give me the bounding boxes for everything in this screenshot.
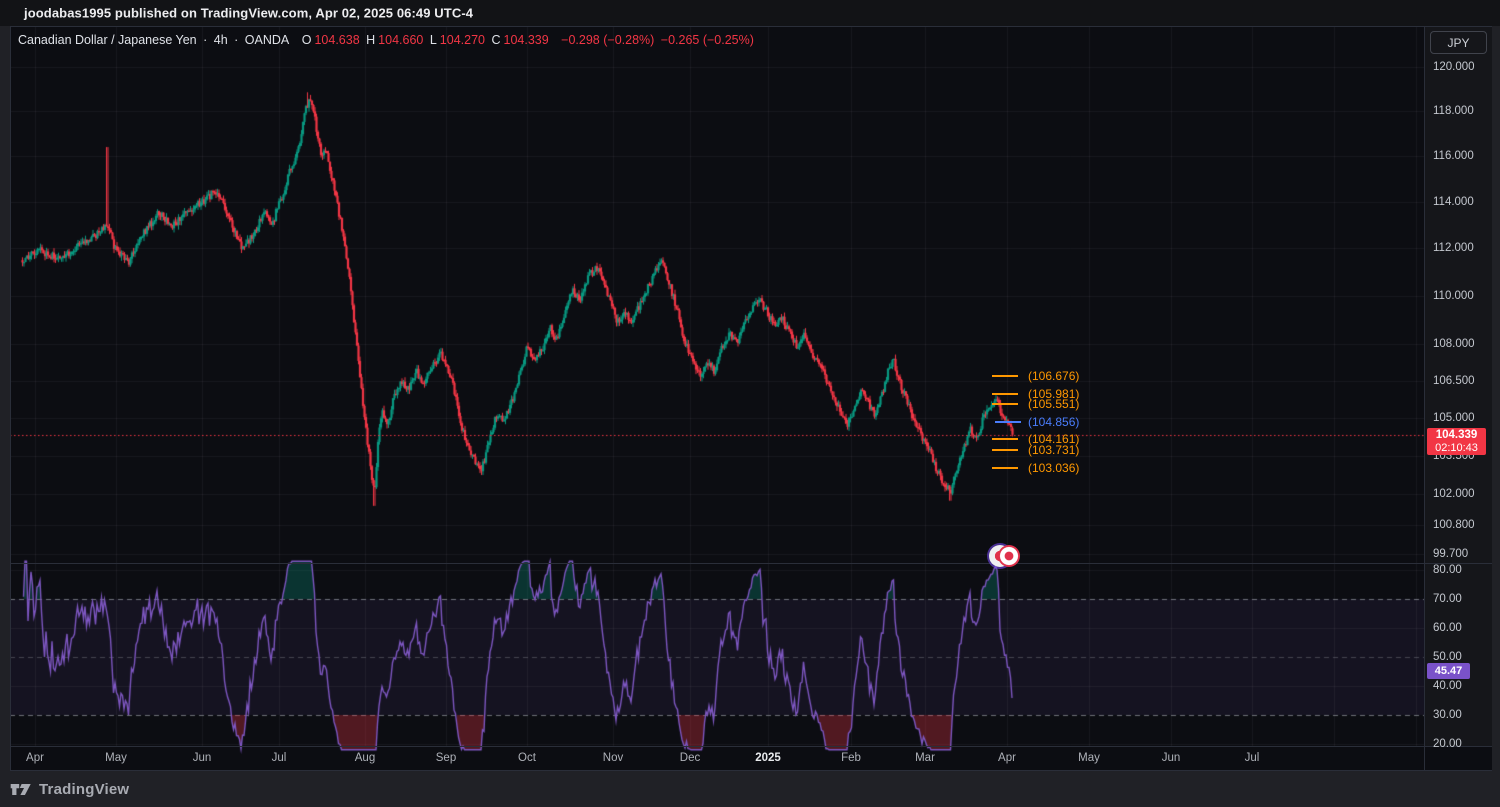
symbol-legend[interactable]: Canadian Dollar / Japanese Yen · 4h · OA… xyxy=(18,33,754,47)
open-value: 104.638 xyxy=(314,33,360,47)
price-axis[interactable] xyxy=(1424,26,1492,770)
time-axis-label: Aug xyxy=(354,752,376,764)
frame-left xyxy=(10,26,11,770)
time-axis-label: Apr xyxy=(998,752,1016,764)
price-axis-label: 110.000 xyxy=(1433,289,1474,302)
change-absolute: −0.298 (−0.28%) xyxy=(561,33,655,47)
publish-bar-text: joodabas1995 published on TradingView.co… xyxy=(24,5,474,21)
level-label[interactable]: (104.161) xyxy=(1028,432,1080,447)
time-axis-label: Mar xyxy=(915,752,935,764)
level-line[interactable] xyxy=(992,392,1018,395)
price-axis-label: 105.000 xyxy=(1433,412,1475,425)
price-axis-label: 120.000 xyxy=(1433,61,1475,73)
price-axis-label: 114.000 xyxy=(1433,195,1474,208)
time-axis-label: Sep xyxy=(435,752,457,764)
price-axis-label: 106.500 xyxy=(1433,374,1475,387)
time-axis-label: Jun xyxy=(192,752,212,764)
time-axis-label: May xyxy=(105,752,127,764)
symbol-pair-flags-marker xyxy=(989,545,1029,567)
level-line[interactable] xyxy=(992,403,1018,406)
level-label[interactable]: (105.981) xyxy=(1028,386,1080,401)
symbol-name[interactable]: Canadian Dollar / Japanese Yen xyxy=(18,33,197,47)
open-label: O xyxy=(301,33,312,47)
rsi-axis-label: 50.00 xyxy=(1433,651,1462,663)
high-label: H xyxy=(366,33,376,47)
level-line[interactable] xyxy=(995,420,1021,423)
rsi-axis-label: 80.00 xyxy=(1433,564,1462,576)
level-label[interactable]: (106.676) xyxy=(1028,369,1080,384)
level-line[interactable] xyxy=(992,438,1018,441)
close-label: C xyxy=(491,33,501,47)
time-axis-label: Jun xyxy=(1161,752,1181,764)
time-axis-label: Dec xyxy=(679,752,701,764)
level-label[interactable]: (103.036) xyxy=(1028,460,1080,475)
rsi-axis-label: 20.00 xyxy=(1433,738,1462,750)
publish-bar: joodabas1995 published on TradingView.co… xyxy=(0,0,1500,26)
level-line[interactable] xyxy=(992,466,1018,469)
rsi-axis-label: 30.00 xyxy=(1433,709,1462,721)
level-label[interactable]: (104.856) xyxy=(1028,414,1080,429)
time-axis-label: Jul xyxy=(271,752,287,764)
level-line[interactable] xyxy=(992,375,1018,378)
time-axis-label: Feb xyxy=(841,752,861,764)
price-axis-label: 99.700 xyxy=(1433,548,1469,561)
rsi-axis-label: 70.00 xyxy=(1433,593,1462,605)
price-axis-label: 116.000 xyxy=(1433,150,1474,163)
low-label: L xyxy=(429,33,437,47)
low-value: 104.270 xyxy=(439,33,485,47)
rsi-value-badge: 45.47 xyxy=(1427,663,1470,679)
price-axis-label: 100.800 xyxy=(1433,519,1475,532)
time-axis-label: May xyxy=(1078,752,1100,764)
current-price-value: 104.339 xyxy=(1435,429,1478,441)
price-axis-label: 118.000 xyxy=(1433,105,1474,118)
price-axis-label: 108.000 xyxy=(1433,337,1475,350)
time-axis-separator xyxy=(10,746,1492,747)
bar-countdown: 02:10:43 xyxy=(1435,442,1478,454)
time-axis-label: Nov xyxy=(602,752,624,764)
rsi-axis-label: 40.00 xyxy=(1433,680,1462,692)
frame-axis-divider xyxy=(1424,26,1425,770)
level-label[interactable]: (105.551) xyxy=(1028,397,1080,412)
interval-label[interactable]: 4h xyxy=(213,33,228,47)
tradingview-watermark-text: TradingView xyxy=(39,780,130,798)
level-line[interactable] xyxy=(992,449,1018,452)
time-axis-label: Jul xyxy=(1244,752,1260,764)
time-axis-label: 2025 xyxy=(755,752,781,764)
time-axis-label: Oct xyxy=(518,752,536,764)
current-price-badge: 104.339 02:10:43 xyxy=(1427,428,1486,455)
price-axis-label: 102.000 xyxy=(1433,488,1475,501)
frame-top xyxy=(10,26,1492,27)
pane-separator[interactable] xyxy=(10,563,1492,564)
change-bar: −0.265 (−0.25%) xyxy=(660,33,754,47)
time-axis-label: Apr xyxy=(26,752,44,764)
price-axis-label: 112.000 xyxy=(1433,242,1474,255)
high-value: 104.660 xyxy=(378,33,424,47)
close-value: 104.339 xyxy=(503,33,549,47)
currency-button[interactable]: JPY xyxy=(1430,31,1487,54)
cad-flag-icon xyxy=(998,545,1020,567)
chart-canvas[interactable] xyxy=(10,26,1424,770)
tradingview-watermark[interactable]: TradingView xyxy=(10,779,129,799)
frame-bottom xyxy=(10,770,1492,771)
exchange-label[interactable]: OANDA xyxy=(244,33,290,47)
level-label[interactable]: (103.731) xyxy=(1028,443,1080,458)
rsi-axis-label: 60.00 xyxy=(1433,622,1462,634)
tradingview-logo-icon xyxy=(10,783,31,795)
